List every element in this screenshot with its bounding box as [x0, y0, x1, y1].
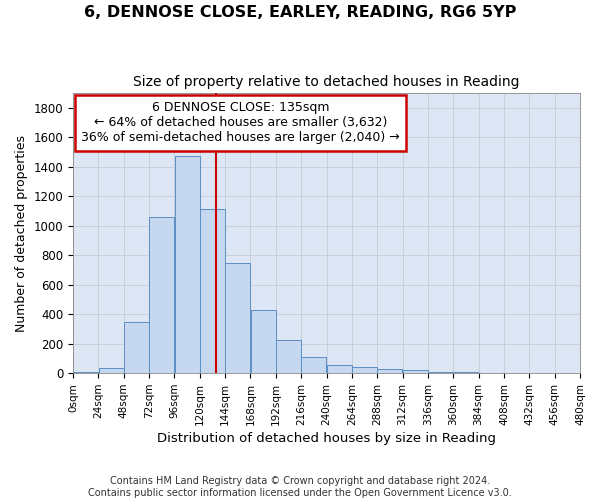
- Bar: [454, 372, 478, 373]
- Text: Contains HM Land Registry data © Crown copyright and database right 2024.
Contai: Contains HM Land Registry data © Crown c…: [88, 476, 512, 498]
- Bar: [124, 322, 149, 373]
- Bar: [479, 372, 504, 373]
- Bar: [73, 372, 98, 373]
- Bar: [377, 369, 403, 373]
- Bar: [352, 366, 377, 373]
- Bar: [301, 357, 326, 373]
- Bar: [225, 262, 250, 373]
- Bar: [276, 340, 301, 373]
- Bar: [326, 365, 352, 373]
- Bar: [200, 210, 225, 373]
- Bar: [428, 372, 453, 373]
- Title: Size of property relative to detached houses in Reading: Size of property relative to detached ho…: [133, 75, 520, 89]
- Text: 6, DENNOSE CLOSE, EARLEY, READING, RG6 5YP: 6, DENNOSE CLOSE, EARLEY, READING, RG6 5…: [84, 5, 516, 20]
- Bar: [251, 310, 275, 373]
- Text: 6 DENNOSE CLOSE: 135sqm
← 64% of detached houses are smaller (3,632)
36% of semi: 6 DENNOSE CLOSE: 135sqm ← 64% of detache…: [81, 102, 400, 144]
- Bar: [149, 217, 174, 373]
- Y-axis label: Number of detached properties: Number of detached properties: [15, 134, 28, 332]
- Bar: [175, 156, 200, 373]
- X-axis label: Distribution of detached houses by size in Reading: Distribution of detached houses by size …: [157, 432, 496, 445]
- Bar: [403, 370, 428, 373]
- Bar: [98, 368, 124, 373]
